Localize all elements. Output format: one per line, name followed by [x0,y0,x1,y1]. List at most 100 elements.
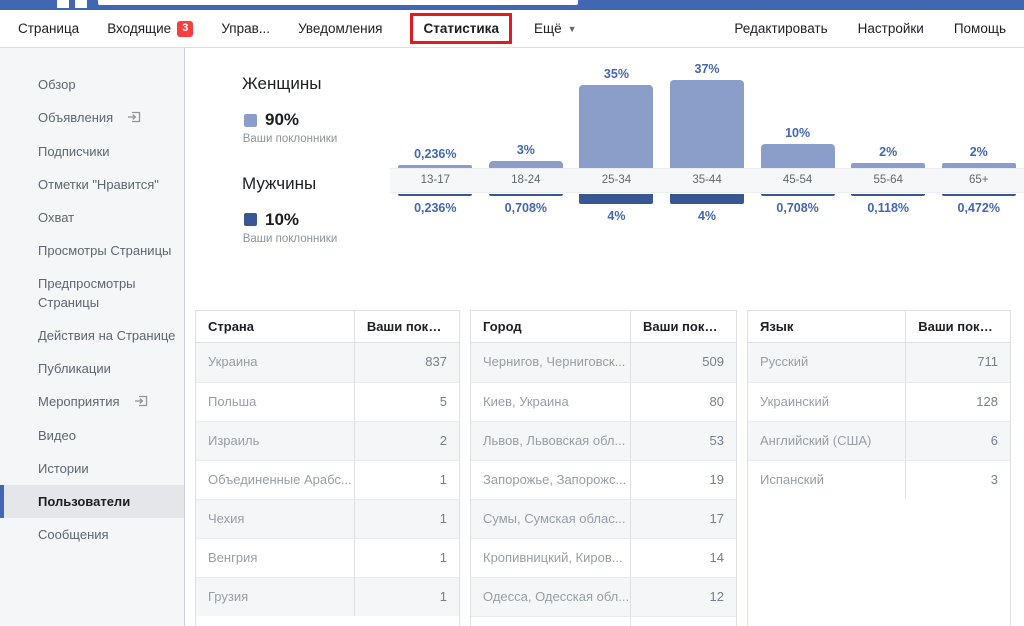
row-value: 1 [353,539,459,577]
nav-tab-2[interactable]: Входящие 3 [107,20,194,37]
nav-action-label: Настройки [857,21,924,36]
men-value-label: 0,118% [867,201,910,215]
sidebar-item-9[interactable]: Публикации [0,352,184,385]
men-bar[interactable] [579,194,654,204]
row-name: Украина [208,354,258,369]
women-bar[interactable] [670,80,745,168]
chart-column-45-54: 10% 45-54 0,708% [752,48,843,303]
row-value: 837 [353,343,459,382]
age-group-label: 45-54 [782,174,813,186]
sidebar-item-10[interactable]: Мероприятия [0,385,184,419]
women-value-label: 2% [879,145,898,159]
men-bar[interactable] [488,194,563,196]
nav-action-2[interactable]: Настройки [858,21,924,36]
nav-tab-1[interactable]: Страница [18,21,79,36]
table-row: Венгрия 1 [196,538,459,577]
nav-action-1[interactable]: Редактировать [734,21,827,36]
sidebar-item-3[interactable]: Подписчики [0,135,184,168]
row-name: Грузия [208,589,249,604]
sidebar-item-7[interactable]: Предпросмотры Страницы [0,267,184,319]
nav-action-3[interactable]: Помощь [954,21,1006,36]
legend-men-title: Мужчины [242,173,317,193]
sidebar-item-13[interactable]: Пользователи [0,485,184,518]
nav-tab-4[interactable]: Уведомления [298,21,382,36]
insights-sidebar: Обзор Объявления Подписчики Отметки "Нравит… [0,48,185,626]
chart-column-25-34: 35% 25-34 4% [571,48,662,303]
sidebar-item-2[interactable]: Объявления [0,101,184,135]
sidebar-item-12[interactable]: Истории [0,452,184,485]
chart-column-65+: 2% 65+ 0,472% [933,48,1024,303]
sidebar-item-1[interactable]: Обзор [0,68,184,101]
men-bar[interactable] [941,194,1016,196]
men-value-label: 4% [697,209,717,223]
row-value [630,617,736,626]
nav-tab-6[interactable]: Ещё ▼ [534,21,577,36]
row-name: Английский (США) [760,433,872,448]
men-bar[interactable] [851,194,926,196]
external-link-icon [127,109,141,128]
age-gender-chart: 0,236% 13-17 0,236% 3% 18-24 0,708% 35% 25-34 4%… [390,48,1024,303]
table-header-category[interactable]: Страна [208,319,255,334]
table-header-fans[interactable]: Ваши поклон... [630,311,736,342]
row-value: 2 [353,422,459,460]
row-name: Запорожье, Запорожс... [483,472,627,487]
table-2: Язык Ваши поклон... Русский 711 Украинский 12… [747,310,1011,626]
men-bar[interactable] [760,194,835,196]
search-input[interactable] [98,0,578,5]
facebook-logo-icon[interactable] [57,0,69,8]
page-admin-nav: Страница Входящие 3 Управ... Уведомления Стат… [0,10,1024,48]
women-bar[interactable] [760,144,835,168]
row-value: 19 [630,461,736,499]
men-bar[interactable] [670,194,745,204]
sidebar-item-11[interactable]: Видео [0,419,184,452]
table-header-fans[interactable]: Ваши поклон... [353,311,459,342]
table-header-category[interactable]: Город [483,319,522,334]
table-header-category[interactable]: Язык [760,319,794,334]
table-row: Сумы, Сумская облас... 17 [471,499,736,538]
age-group-label: 25-34 [601,174,632,186]
table-header-row: Язык Ваши поклон... [748,311,1010,343]
sidebar-item-14[interactable]: Сообщения [0,518,184,551]
legend-women-title: Женщины [242,74,322,93]
women-value-label: 37% [694,62,720,76]
legend-men-caption: Ваши поклонники [242,232,338,245]
nav-tab-label: Управ... [221,21,271,36]
sidebar-item-6[interactable]: Просмотры Страницы [0,234,184,267]
sidebar-item-label: Сообщения [38,527,109,542]
nav-tab-3[interactable]: Управ... [221,21,270,36]
women-bar[interactable] [579,85,654,168]
sidebar-item-4[interactable]: Отметки "Нравится" [0,168,184,201]
table-header-row: Город Ваши поклон... [471,311,736,343]
nav-action-label: Помощь [953,21,1006,36]
sidebar-item-label: Предпросмотры Страницы [38,276,136,310]
men-bar[interactable] [398,194,473,196]
men-value-label: 4% [607,209,626,223]
row-value: 5 [353,383,459,421]
table-header-fans[interactable]: Ваши поклон... [905,311,1010,342]
sidebar-item-8[interactable]: Действия на Странице [0,319,184,352]
sidebar-item-label: Просмотры Страницы [38,243,172,258]
sidebar-item-label: Подписчики [38,144,110,159]
legend-women-percent: 90% [265,110,300,129]
chart-columns: 0,236% 13-17 0,236% 3% 18-24 0,708% 35% 25-34 4%… [390,48,1024,303]
nav-tab-5[interactable]: Статистика [410,13,512,44]
nav-left-group: Страница Входящие 3 Управ... Уведомления Стат… [18,13,605,44]
women-bar[interactable] [488,161,563,168]
row-value: 14 [630,539,736,577]
row-name: Испанский [760,472,825,487]
page-avatar[interactable] [75,0,87,8]
table-row-partial [471,616,736,626]
women-bar[interactable] [398,165,473,168]
sidebar-item-5[interactable]: Охват [0,201,184,234]
legend-men-percent: 10% [265,209,300,229]
women-bar[interactable] [851,163,926,168]
sidebar-item-label: Обзор [38,77,76,92]
age-group-label: 35-44 [692,174,722,186]
legend-women: Женщины 90% Ваши поклонники [242,74,392,148]
women-bar[interactable] [941,163,1016,168]
women-value-label: 35% [603,67,629,81]
nav-right-group: Редактировать Настройки Помощь [704,21,1006,36]
table-row: Польша 5 [196,382,459,421]
row-value: 128 [905,383,1010,421]
